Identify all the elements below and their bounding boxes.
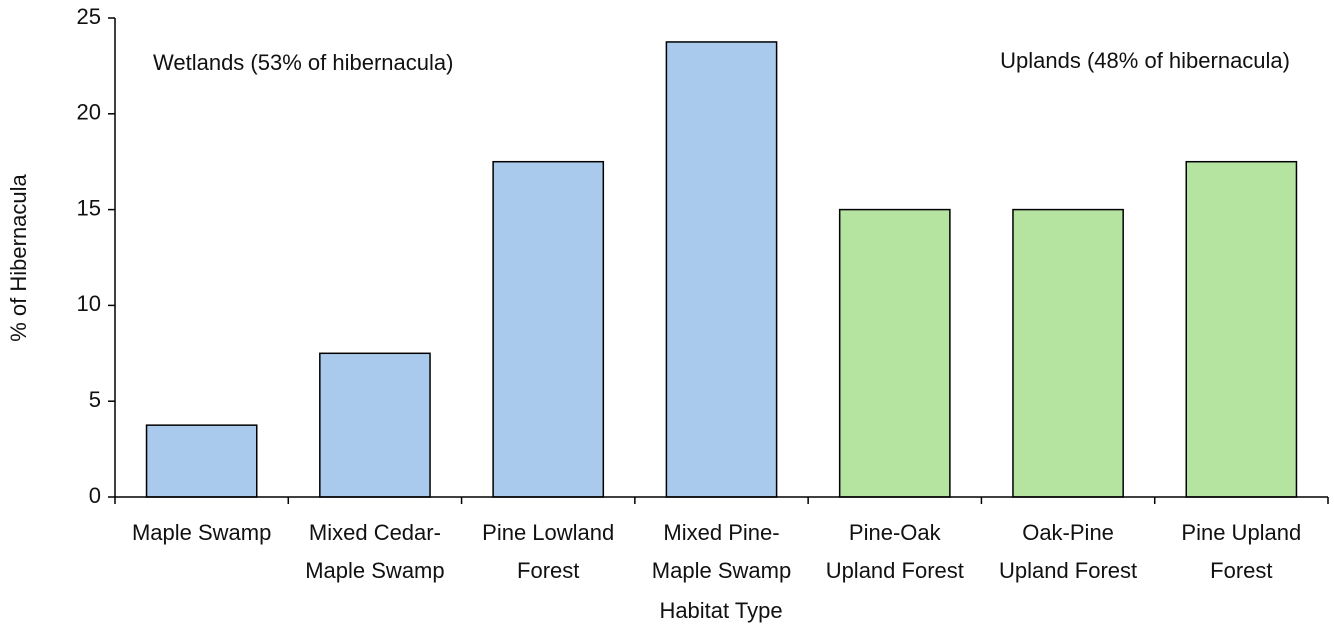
x-tick-label: Upland Forest	[999, 558, 1137, 583]
x-tick-label: Maple Swamp	[305, 558, 444, 583]
x-tick-label: Forest	[1210, 558, 1272, 583]
bar	[838, 208, 951, 498]
y-tick-label: 5	[89, 387, 101, 412]
x-tick-label: Maple Swamp	[132, 520, 271, 545]
x-tick-label: Pine Lowland	[482, 520, 614, 545]
annotation: Wetlands (53% of hibernacula)	[153, 50, 453, 75]
y-tick-label: 25	[77, 4, 101, 29]
y-tick-label: 20	[77, 100, 101, 125]
bar	[665, 41, 778, 498]
x-tick-label: Forest	[517, 558, 579, 583]
x-tick-label: Pine Upland	[1181, 520, 1301, 545]
x-tick-label: Maple Swamp	[652, 558, 791, 583]
x-tick-label: Oak-Pine	[1022, 520, 1114, 545]
x-tick-label: Mixed Pine-	[663, 520, 779, 545]
y-tick-label: 0	[89, 483, 101, 508]
bar	[492, 160, 605, 498]
annotation: Uplands (48% of hibernacula)	[1000, 48, 1290, 73]
bar	[319, 352, 431, 498]
x-tick-label: Pine-Oak	[849, 520, 942, 545]
bar	[145, 424, 258, 498]
y-tick-label: 15	[77, 195, 101, 220]
x-tick-label: Upland Forest	[826, 558, 964, 583]
bar	[1185, 160, 1298, 498]
y-tick-label: 10	[77, 291, 101, 316]
x-tick-label: Mixed Cedar-	[309, 520, 441, 545]
y-axis-title: % of Hibernacula	[6, 173, 31, 341]
x-axis-title: Habitat Type	[659, 598, 782, 623]
bar	[1012, 208, 1124, 498]
